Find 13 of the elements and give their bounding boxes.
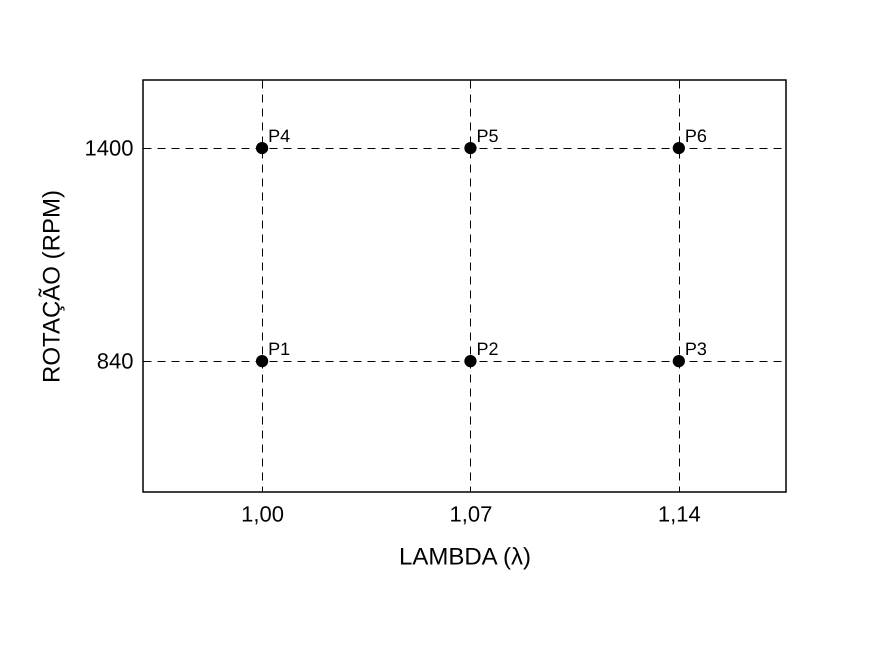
annotation: P3	[684, 339, 707, 360]
y-tick-label: 1400	[84, 136, 134, 161]
annotation: P2	[476, 339, 498, 360]
x-tick-label: 1,14	[658, 502, 701, 526]
x-tick-label: 1,07	[450, 502, 492, 526]
annotation: P1	[268, 339, 290, 360]
annotation: P4	[268, 126, 290, 146]
x-tick-label: 1,00	[241, 502, 284, 526]
annotation: P5	[476, 126, 498, 146]
y-tick-label: 840	[96, 348, 134, 374]
y-axis-title: ROTAÇÃO (RPM)	[38, 190, 66, 383]
annotation: P6	[684, 126, 707, 146]
x-axis-title: LAMBDA (λ)	[398, 544, 532, 570]
